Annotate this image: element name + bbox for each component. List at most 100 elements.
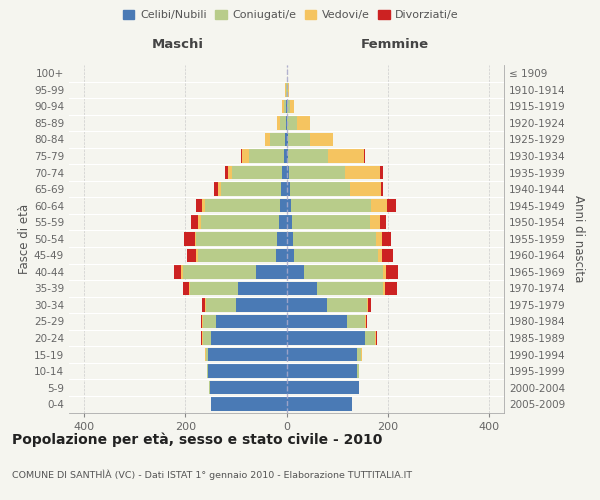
Bar: [380, 216, 386, 229]
Bar: [236, 298, 287, 312]
Bar: [241, 149, 242, 163]
Bar: [287, 265, 304, 278]
Bar: [203, 332, 211, 345]
Bar: [383, 265, 386, 278]
Bar: [386, 199, 396, 212]
Bar: [242, 149, 248, 163]
Bar: [283, 100, 284, 113]
Bar: [364, 149, 365, 163]
Bar: [214, 182, 218, 196]
Bar: [290, 182, 350, 196]
Bar: [232, 166, 283, 179]
Bar: [265, 132, 270, 146]
Bar: [184, 282, 190, 295]
Bar: [377, 248, 382, 262]
Bar: [205, 199, 280, 212]
Bar: [290, 100, 293, 113]
Bar: [198, 248, 277, 262]
Bar: [297, 116, 310, 130]
Bar: [287, 116, 297, 130]
Bar: [287, 282, 317, 295]
Bar: [221, 182, 281, 196]
Bar: [365, 332, 375, 345]
Bar: [281, 182, 287, 196]
Bar: [183, 265, 256, 278]
Bar: [310, 132, 333, 146]
Bar: [382, 248, 393, 262]
Bar: [284, 100, 286, 113]
Bar: [287, 166, 289, 179]
Bar: [211, 332, 287, 345]
Bar: [287, 149, 288, 163]
Bar: [290, 199, 371, 212]
Bar: [287, 232, 293, 245]
Bar: [287, 100, 290, 113]
Y-axis label: Fasce di età: Fasce di età: [18, 204, 31, 274]
Bar: [208, 364, 287, 378]
Bar: [358, 364, 359, 378]
Bar: [174, 265, 181, 278]
Bar: [206, 298, 236, 312]
Bar: [190, 282, 238, 295]
Bar: [287, 83, 289, 96]
Bar: [328, 149, 364, 163]
Bar: [196, 248, 198, 262]
Bar: [208, 348, 287, 362]
Bar: [206, 348, 208, 362]
Bar: [277, 232, 287, 245]
Bar: [293, 232, 376, 245]
Bar: [382, 232, 391, 245]
Bar: [287, 381, 359, 394]
Text: COMUNE DI SANTHÌÀ (VC) - Dati ISTAT 1° gennaio 2010 - Elaborazione TUTTITALIA.IT: COMUNE DI SANTHÌÀ (VC) - Dati ISTAT 1° g…: [12, 469, 412, 480]
Bar: [201, 332, 202, 345]
Bar: [287, 248, 294, 262]
Bar: [386, 265, 398, 278]
Bar: [287, 364, 358, 378]
Bar: [317, 282, 383, 295]
Bar: [383, 282, 385, 295]
Bar: [238, 282, 287, 295]
Bar: [380, 182, 383, 196]
Bar: [202, 298, 205, 312]
Bar: [304, 265, 383, 278]
Bar: [380, 166, 383, 179]
Legend: Celibi/Nubili, Coniugati/e, Vedovi/e, Divorziati/e: Celibi/Nubili, Coniugati/e, Vedovi/e, Di…: [119, 6, 463, 25]
Bar: [287, 182, 290, 196]
Bar: [202, 199, 205, 212]
Bar: [201, 216, 280, 229]
Bar: [358, 348, 361, 362]
Bar: [287, 132, 310, 146]
Bar: [270, 132, 285, 146]
Bar: [225, 166, 228, 179]
Text: Maschi: Maschi: [152, 38, 204, 51]
Bar: [187, 248, 196, 262]
Bar: [209, 381, 287, 394]
Bar: [366, 314, 367, 328]
Bar: [256, 265, 287, 278]
Bar: [215, 314, 287, 328]
Bar: [191, 216, 199, 229]
Bar: [207, 364, 208, 378]
Bar: [211, 398, 287, 411]
Bar: [218, 182, 221, 196]
Bar: [284, 149, 287, 163]
Bar: [288, 149, 328, 163]
Bar: [195, 232, 196, 245]
Bar: [344, 166, 380, 179]
Bar: [205, 298, 206, 312]
Bar: [385, 282, 397, 295]
Bar: [287, 398, 352, 411]
Bar: [294, 248, 377, 262]
Bar: [367, 298, 368, 312]
Bar: [376, 332, 377, 345]
Bar: [184, 232, 195, 245]
Bar: [287, 332, 365, 345]
Text: Popolazione per età, sesso e stato civile - 2010: Popolazione per età, sesso e stato civil…: [12, 432, 382, 447]
Bar: [289, 166, 344, 179]
Bar: [368, 298, 371, 312]
Text: Femmine: Femmine: [361, 38, 430, 51]
Bar: [248, 149, 284, 163]
Bar: [292, 216, 370, 229]
Bar: [287, 298, 327, 312]
Bar: [327, 298, 367, 312]
